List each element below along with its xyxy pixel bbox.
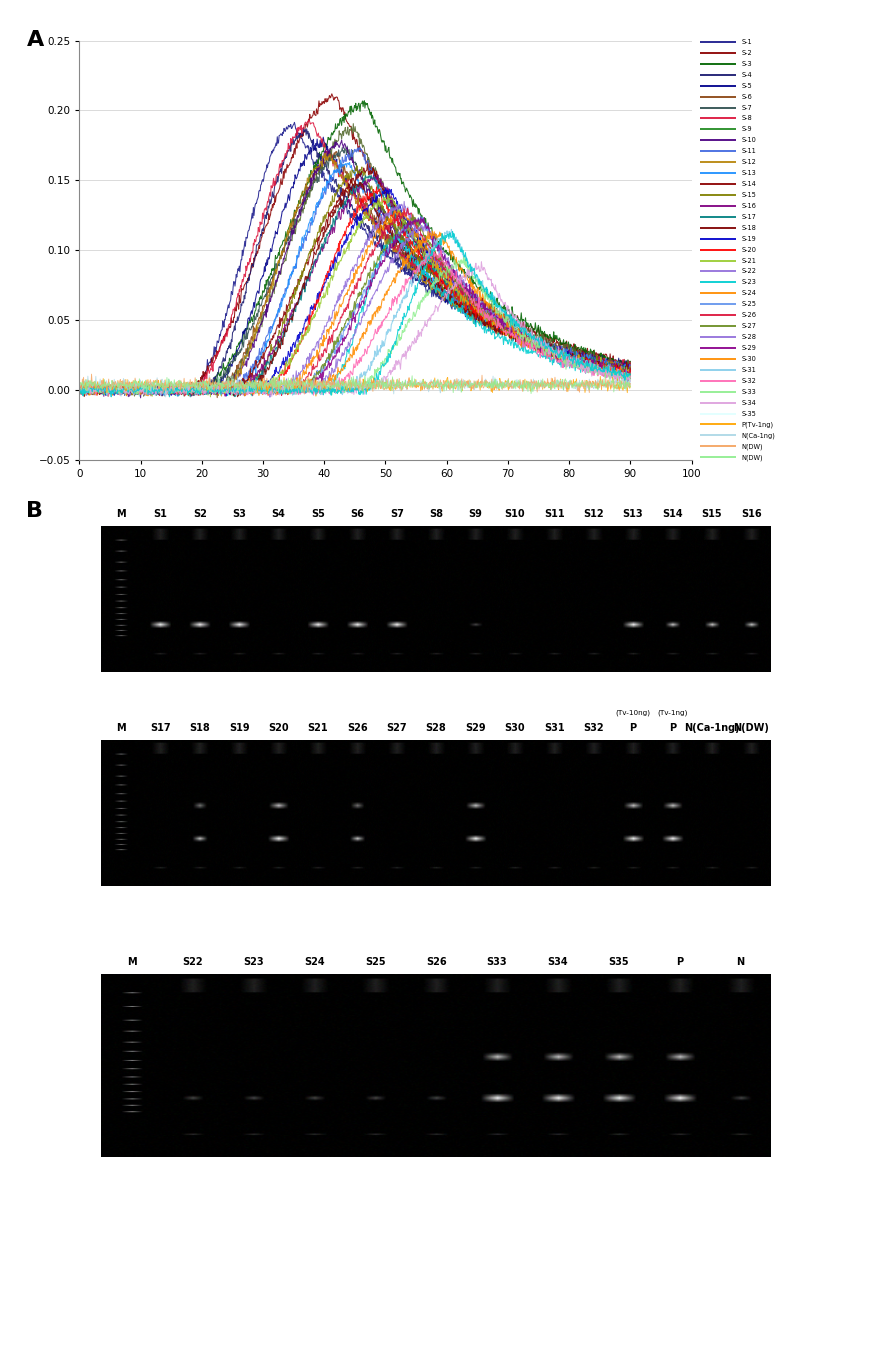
- Text: S-14: S-14: [741, 181, 756, 187]
- Text: S-31: S-31: [741, 367, 756, 373]
- Text: N(Ca-1ng): N(Ca-1ng): [684, 724, 740, 733]
- Text: S-34: S-34: [741, 399, 756, 406]
- Text: S17: S17: [150, 724, 171, 733]
- Text: S-33: S-33: [741, 388, 756, 395]
- Text: S11: S11: [544, 510, 565, 520]
- Text: S-27: S-27: [741, 323, 756, 329]
- Text: S30: S30: [505, 724, 525, 733]
- Text: S-13: S-13: [741, 170, 756, 176]
- Text: S34: S34: [547, 958, 568, 967]
- Text: N(DW): N(DW): [741, 455, 763, 460]
- Text: S-1: S-1: [741, 39, 751, 45]
- Text: S12: S12: [583, 510, 604, 520]
- Text: N(DW): N(DW): [741, 442, 763, 449]
- Text: S24: S24: [304, 958, 325, 967]
- Text: S-8: S-8: [741, 115, 751, 122]
- Text: S-22: S-22: [741, 268, 756, 275]
- Text: S-26: S-26: [741, 313, 756, 318]
- Text: S-4: S-4: [741, 72, 751, 77]
- Text: S-7: S-7: [741, 104, 751, 111]
- Text: S-23: S-23: [741, 280, 756, 285]
- Text: S1: S1: [153, 510, 167, 520]
- Text: S26: S26: [347, 724, 367, 733]
- Text: S13: S13: [623, 510, 643, 520]
- Text: S-35: S-35: [741, 410, 756, 417]
- Text: S3: S3: [233, 510, 246, 520]
- Text: S18: S18: [189, 724, 211, 733]
- Text: N(Ca-1ng): N(Ca-1ng): [741, 432, 775, 438]
- Text: A: A: [26, 30, 44, 50]
- Text: S-3: S-3: [741, 61, 751, 66]
- Text: S6: S6: [351, 510, 364, 520]
- Text: S14: S14: [663, 510, 683, 520]
- Text: S-29: S-29: [741, 345, 756, 350]
- Text: S19: S19: [229, 724, 249, 733]
- Text: S-24: S-24: [741, 291, 756, 296]
- Text: S-19: S-19: [741, 235, 756, 242]
- Text: N(DW): N(DW): [733, 724, 769, 733]
- Text: M: M: [116, 510, 126, 520]
- Text: S-6: S-6: [741, 93, 751, 100]
- Text: S23: S23: [243, 958, 263, 967]
- Text: B: B: [26, 501, 43, 521]
- Text: S-12: S-12: [741, 160, 756, 165]
- Text: S-30: S-30: [741, 356, 756, 361]
- Text: (Tv-1ng): (Tv-1ng): [657, 709, 687, 716]
- Text: S-18: S-18: [741, 225, 756, 231]
- Text: M: M: [116, 724, 126, 733]
- Text: S-28: S-28: [741, 334, 756, 340]
- Text: S29: S29: [465, 724, 485, 733]
- Text: S-11: S-11: [741, 149, 756, 154]
- Text: S10: S10: [505, 510, 525, 520]
- Text: S32: S32: [583, 724, 604, 733]
- Text: S15: S15: [701, 510, 722, 520]
- Text: S2: S2: [193, 510, 207, 520]
- Text: P(Tv-1ng): P(Tv-1ng): [741, 421, 774, 428]
- Text: S35: S35: [609, 958, 629, 967]
- Text: S22: S22: [182, 958, 203, 967]
- Text: S-25: S-25: [741, 302, 756, 307]
- Text: S33: S33: [486, 958, 507, 967]
- Text: S-5: S-5: [741, 83, 751, 89]
- Text: S7: S7: [389, 510, 403, 520]
- Text: S25: S25: [365, 958, 386, 967]
- Text: S27: S27: [387, 724, 407, 733]
- Text: S-9: S-9: [741, 126, 751, 133]
- Text: S26: S26: [426, 958, 447, 967]
- Text: S-16: S-16: [741, 203, 756, 208]
- Text: S-10: S-10: [741, 138, 756, 143]
- Text: S9: S9: [469, 510, 483, 520]
- Text: S16: S16: [741, 510, 761, 520]
- Text: (Tv-10ng): (Tv-10ng): [616, 709, 650, 716]
- Text: S-2: S-2: [741, 50, 751, 55]
- Text: S-20: S-20: [741, 246, 756, 253]
- Text: S-15: S-15: [741, 192, 756, 198]
- Text: P: P: [669, 724, 676, 733]
- Text: S8: S8: [429, 510, 443, 520]
- Text: S-32: S-32: [741, 377, 756, 384]
- Text: S28: S28: [426, 724, 447, 733]
- Text: S31: S31: [544, 724, 565, 733]
- Text: S20: S20: [268, 724, 289, 733]
- Text: P: P: [629, 724, 637, 733]
- Text: S-21: S-21: [741, 257, 756, 264]
- Text: N: N: [737, 958, 744, 967]
- Text: S5: S5: [311, 510, 325, 520]
- Text: S4: S4: [271, 510, 285, 520]
- Text: S-17: S-17: [741, 214, 756, 219]
- Text: P: P: [676, 958, 683, 967]
- Text: M: M: [127, 958, 137, 967]
- Text: S21: S21: [307, 724, 329, 733]
